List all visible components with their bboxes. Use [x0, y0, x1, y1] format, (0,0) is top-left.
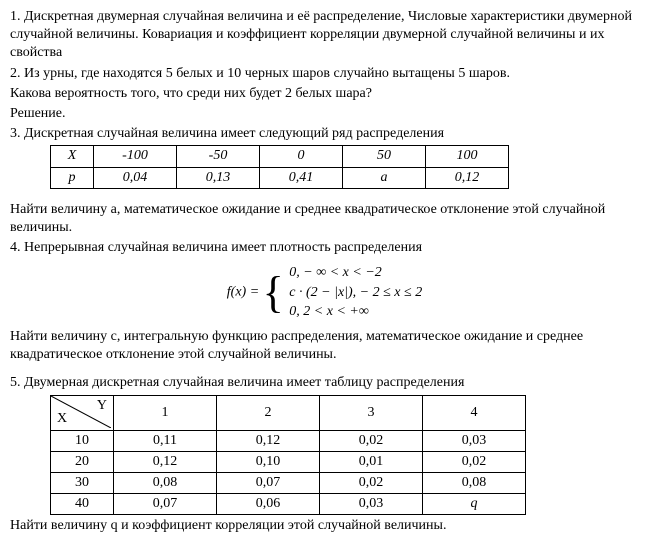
- t2-r2-4: 0,08: [423, 472, 526, 493]
- t1-h2: -50: [177, 146, 260, 167]
- t2-r0-1: 0,11: [114, 430, 217, 451]
- t2-r3-4: q: [423, 494, 526, 515]
- t1-h3: 0: [260, 146, 343, 167]
- t2-r2-x: 30: [51, 472, 114, 493]
- t2-col3: 3: [320, 395, 423, 430]
- question-2-solution: Решение.: [10, 105, 639, 123]
- formula-lhs: f(x) =: [227, 285, 259, 300]
- t2-r2-1: 0,08: [114, 472, 217, 493]
- question-1: 1. Дискретная двумерная случайная величи…: [10, 8, 639, 63]
- t2-r1-4: 0,02: [423, 451, 526, 472]
- t1-p1: 0,04: [94, 167, 177, 188]
- t2-r3-x: 40: [51, 494, 114, 515]
- t1-h0: X: [51, 146, 94, 167]
- question-2-line1: 2. Из урны, где находятся 5 белых и 10 ч…: [10, 65, 639, 83]
- t1-p3: 0,41: [260, 167, 343, 188]
- x-label: X: [57, 410, 67, 428]
- t2-r1-2: 0,10: [217, 451, 320, 472]
- brace-icon: {: [263, 271, 284, 315]
- t2-r0-3: 0,02: [320, 430, 423, 451]
- t1-p5: 0,12: [426, 167, 509, 188]
- t1-h5: 100: [426, 146, 509, 167]
- t2-r3-2: 0,06: [217, 494, 320, 515]
- t2-r0-2: 0,12: [217, 430, 320, 451]
- t1-p2: 0,13: [177, 167, 260, 188]
- y-label: Y: [97, 397, 107, 415]
- t2-r3-1: 0,07: [114, 494, 217, 515]
- t2-col1: 1: [114, 395, 217, 430]
- t1-p4: a: [343, 167, 426, 188]
- t2-r2-3: 0,02: [320, 472, 423, 493]
- t1-h4: 50: [343, 146, 426, 167]
- t1-p0: p: [51, 167, 94, 188]
- t2-r1-x: 20: [51, 451, 114, 472]
- joint-distribution-table: Y X 1 2 3 4 100,110,120,020,03 200,120,1…: [50, 395, 526, 516]
- t2-r1-3: 0,01: [320, 451, 423, 472]
- table-corner: Y X: [51, 395, 114, 430]
- t2-r0-4: 0,03: [423, 430, 526, 451]
- t2-r3-3: 0,03: [320, 494, 423, 515]
- distribution-table-1: X -100 -50 0 50 100 p 0,04 0,13 0,41 a 0…: [50, 145, 509, 188]
- question-4-task: Найти величину c, интегральную функцию р…: [10, 328, 639, 364]
- formula-row1: 0, − ∞ < x < −2: [289, 263, 422, 283]
- question-3: 3. Дискретная случайная величина имеет с…: [10, 125, 639, 143]
- density-formula: f(x) = { 0, − ∞ < x < −2 c · (2 − |x|), …: [10, 263, 639, 322]
- question-5: 5. Двумерная дискретная случайная величи…: [10, 374, 639, 392]
- question-5-task: Найти величину q и коэффициент корреляци…: [10, 517, 639, 535]
- question-4: 4. Непрерывная случайная величина имеет …: [10, 239, 639, 257]
- t1-h1: -100: [94, 146, 177, 167]
- question-2-line2: Какова вероятность того, что среди них б…: [10, 85, 639, 103]
- t2-col2: 2: [217, 395, 320, 430]
- t2-r2-2: 0,07: [217, 472, 320, 493]
- question-3-task: Найти величину a, математическое ожидани…: [10, 201, 639, 237]
- formula-row2: c · (2 − |x|), − 2 ≤ x ≤ 2: [289, 283, 422, 303]
- t2-col4: 4: [423, 395, 526, 430]
- formula-row3: 0, 2 < x < +∞: [289, 302, 422, 322]
- t2-r0-x: 10: [51, 430, 114, 451]
- t2-r1-1: 0,12: [114, 451, 217, 472]
